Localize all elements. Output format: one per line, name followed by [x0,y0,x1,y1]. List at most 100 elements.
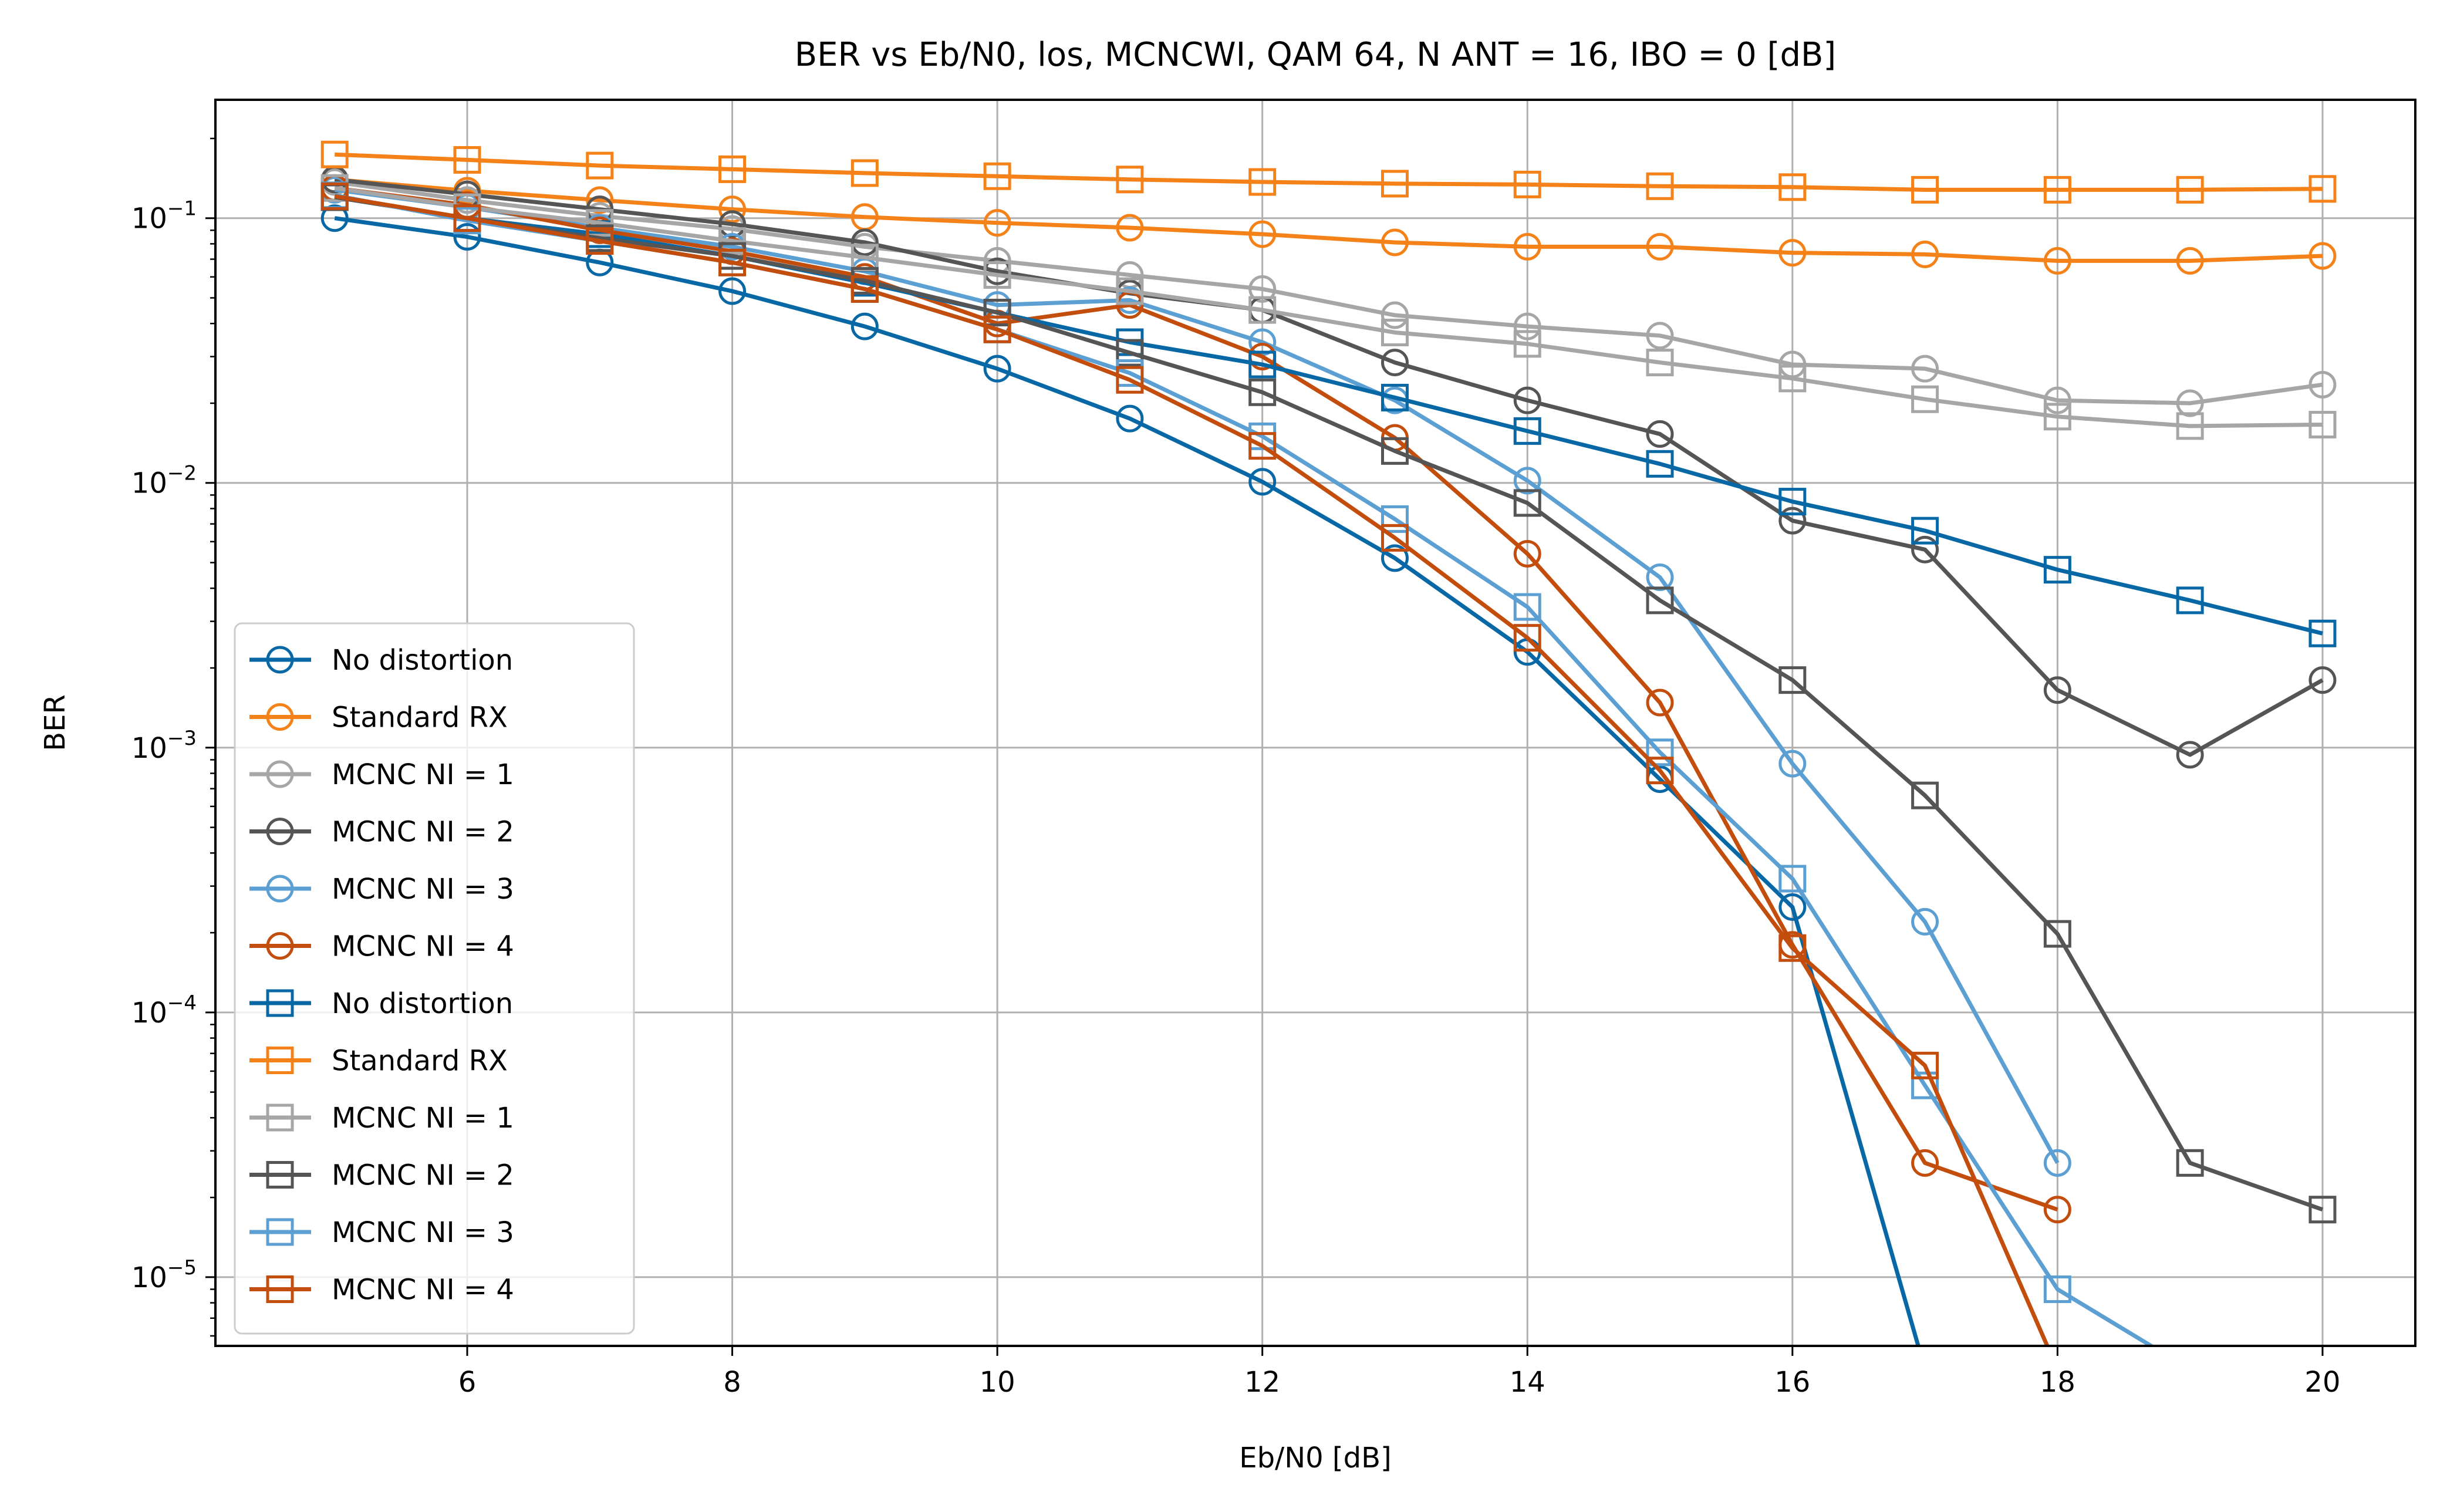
legend-label: MCNC NI = 2 [332,1159,514,1192]
axis-ticks: 6 8 10 12 14 16 18 20 10−5 10−4 10−3 10−2 10−1 [131,137,2340,1399]
data-point [983,299,1011,327]
data-point [1248,168,1277,196]
data-point [320,140,349,168]
y-tick-label: 10−1 [131,197,197,235]
legend-box [234,622,635,1335]
legend-item: Standard RX [249,1045,508,1078]
data-point [1646,757,1674,785]
data-point [586,227,614,255]
data-point [1513,417,1541,445]
data-point [1911,517,1939,545]
data-point [1778,865,1807,893]
data-point [1646,232,1674,261]
data-point [1513,624,1541,652]
data-point [1248,220,1277,248]
data-point [983,162,1011,190]
data-point [1646,586,1674,615]
data-point [2043,920,2071,948]
series-line [334,195,2324,1212]
data-point [983,355,1011,383]
data-point [2176,247,2204,275]
series-line [334,216,1921,1346]
data-point [1911,907,1939,936]
data-point [1646,563,1674,592]
series-11 [320,182,2050,1346]
data-point [586,151,614,180]
legend-marker [266,932,294,960]
data-point [1381,505,1409,533]
legend-label: MCNC NI = 1 [332,758,514,791]
data-point [718,195,747,224]
data-point [1646,349,1674,377]
data-point [1646,689,1674,717]
data-point [1513,312,1541,340]
data-point [1513,467,1541,495]
data-point [718,155,747,183]
data-point [320,204,349,232]
data-point [1778,750,1807,778]
data-point [1248,468,1277,496]
data-point [1381,318,1409,346]
series-line [334,177,2324,757]
data-point [983,261,1011,289]
data-point [1116,214,1144,242]
axes-frame [214,99,2416,1347]
data-point [2043,1275,2071,1304]
legend-item: No distortion [249,987,513,1020]
series-line [334,194,2050,1346]
legend-item: MCNC NI = 2 [249,816,514,849]
data-point [1248,275,1277,303]
data-point [1248,432,1277,460]
data-point [1513,539,1541,568]
data-point [1248,378,1277,406]
data-point [850,228,879,256]
data-point [1911,385,1939,413]
data-point [2308,175,2337,203]
data-point [2308,410,2337,438]
legend-label: Standard RX [332,1045,508,1078]
data-point [1911,1071,1939,1099]
data-point [2043,1149,2071,1177]
data-point [1116,366,1144,394]
data-point [850,275,879,303]
data-point [1513,593,1541,621]
legend-marker [266,703,294,731]
data-point [1248,350,1277,379]
data-point [1381,301,1409,329]
x-tick-label: 12 [1244,1366,1280,1399]
data-point [2176,586,2204,615]
data-point [586,209,614,237]
data-point [1911,1051,1939,1079]
data-point [850,312,879,340]
legend-marker [266,818,294,845]
legend-marker [266,1275,294,1303]
data-point [320,182,349,210]
data-point [2308,242,2337,270]
data-point [2176,389,2204,417]
legend-label: MCNC NI = 4 [332,930,514,963]
y-tick-label: 10−3 [131,727,197,765]
data-point [1381,228,1409,256]
data-point [1513,232,1541,261]
data-point [1778,893,1807,921]
data-point [586,186,614,214]
x-tick-label: 14 [1510,1366,1545,1399]
series-line [334,180,2323,406]
data-point [1778,488,1807,516]
data-point [2043,676,2071,704]
legend-marker [266,875,294,903]
data-point [1778,507,1807,535]
x-axis-label: Eb/N0 [dB] [1239,1442,1392,1474]
data-point [983,209,1011,237]
data-point [2043,556,2071,584]
data-point [718,248,747,276]
legend-label: Standard RX [332,701,508,734]
legend: No distortion Standard RX MCNC NI = 1 MCNC … [234,622,635,1335]
x-tick-label: 18 [2040,1366,2075,1399]
data-point [1248,296,1277,324]
series-line [335,152,2323,192]
legend-marker [266,1218,294,1246]
data-point [1513,330,1541,358]
